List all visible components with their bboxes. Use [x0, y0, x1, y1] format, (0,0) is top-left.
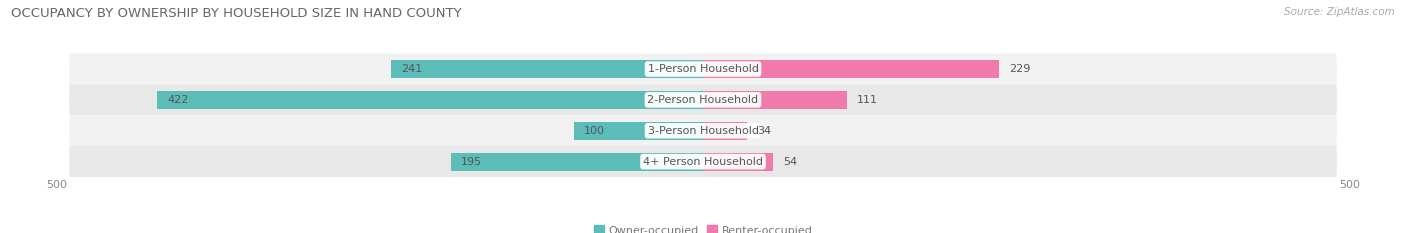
Text: 1-Person Household: 1-Person Household [648, 64, 758, 74]
Bar [703, 153, 773, 171]
Legend: Owner-occupied, Renter-occupied: Owner-occupied, Renter-occupied [593, 225, 813, 233]
Bar [703, 91, 846, 109]
Text: 2-Person Household: 2-Person Household [647, 95, 759, 105]
Text: 54: 54 [783, 157, 797, 167]
Bar [157, 91, 703, 109]
FancyBboxPatch shape [69, 84, 1337, 115]
Text: 4+ Person Household: 4+ Person Household [643, 157, 763, 167]
Bar [703, 122, 747, 140]
Text: 195: 195 [461, 157, 482, 167]
FancyBboxPatch shape [69, 115, 1337, 146]
Text: 3-Person Household: 3-Person Household [648, 126, 758, 136]
FancyBboxPatch shape [69, 146, 1337, 177]
Text: OCCUPANCY BY OWNERSHIP BY HOUSEHOLD SIZE IN HAND COUNTY: OCCUPANCY BY OWNERSHIP BY HOUSEHOLD SIZE… [11, 7, 463, 20]
Bar [391, 60, 703, 78]
Bar [574, 122, 703, 140]
Text: 422: 422 [167, 95, 188, 105]
Text: 111: 111 [856, 95, 877, 105]
FancyBboxPatch shape [69, 54, 1337, 85]
Text: 229: 229 [1010, 64, 1031, 74]
Text: 241: 241 [402, 64, 423, 74]
Text: Source: ZipAtlas.com: Source: ZipAtlas.com [1284, 7, 1395, 17]
Text: 100: 100 [583, 126, 605, 136]
Text: 34: 34 [758, 126, 772, 136]
Bar [451, 153, 703, 171]
Bar [703, 60, 1000, 78]
